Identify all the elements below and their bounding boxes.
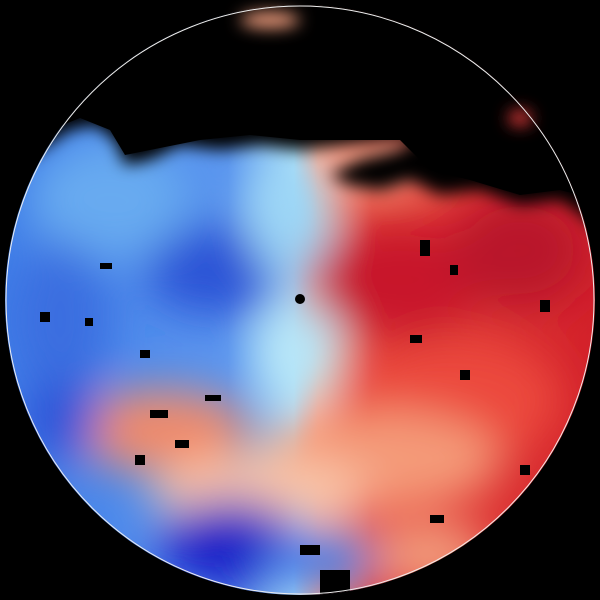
radar-site bbox=[295, 294, 305, 304]
no-data-region-core bbox=[5, 5, 595, 200]
range-edge bbox=[5, 5, 595, 595]
far-echo bbox=[240, 12, 532, 126]
field-blobs bbox=[10, 140, 590, 590]
no-data-speckles bbox=[40, 240, 550, 595]
